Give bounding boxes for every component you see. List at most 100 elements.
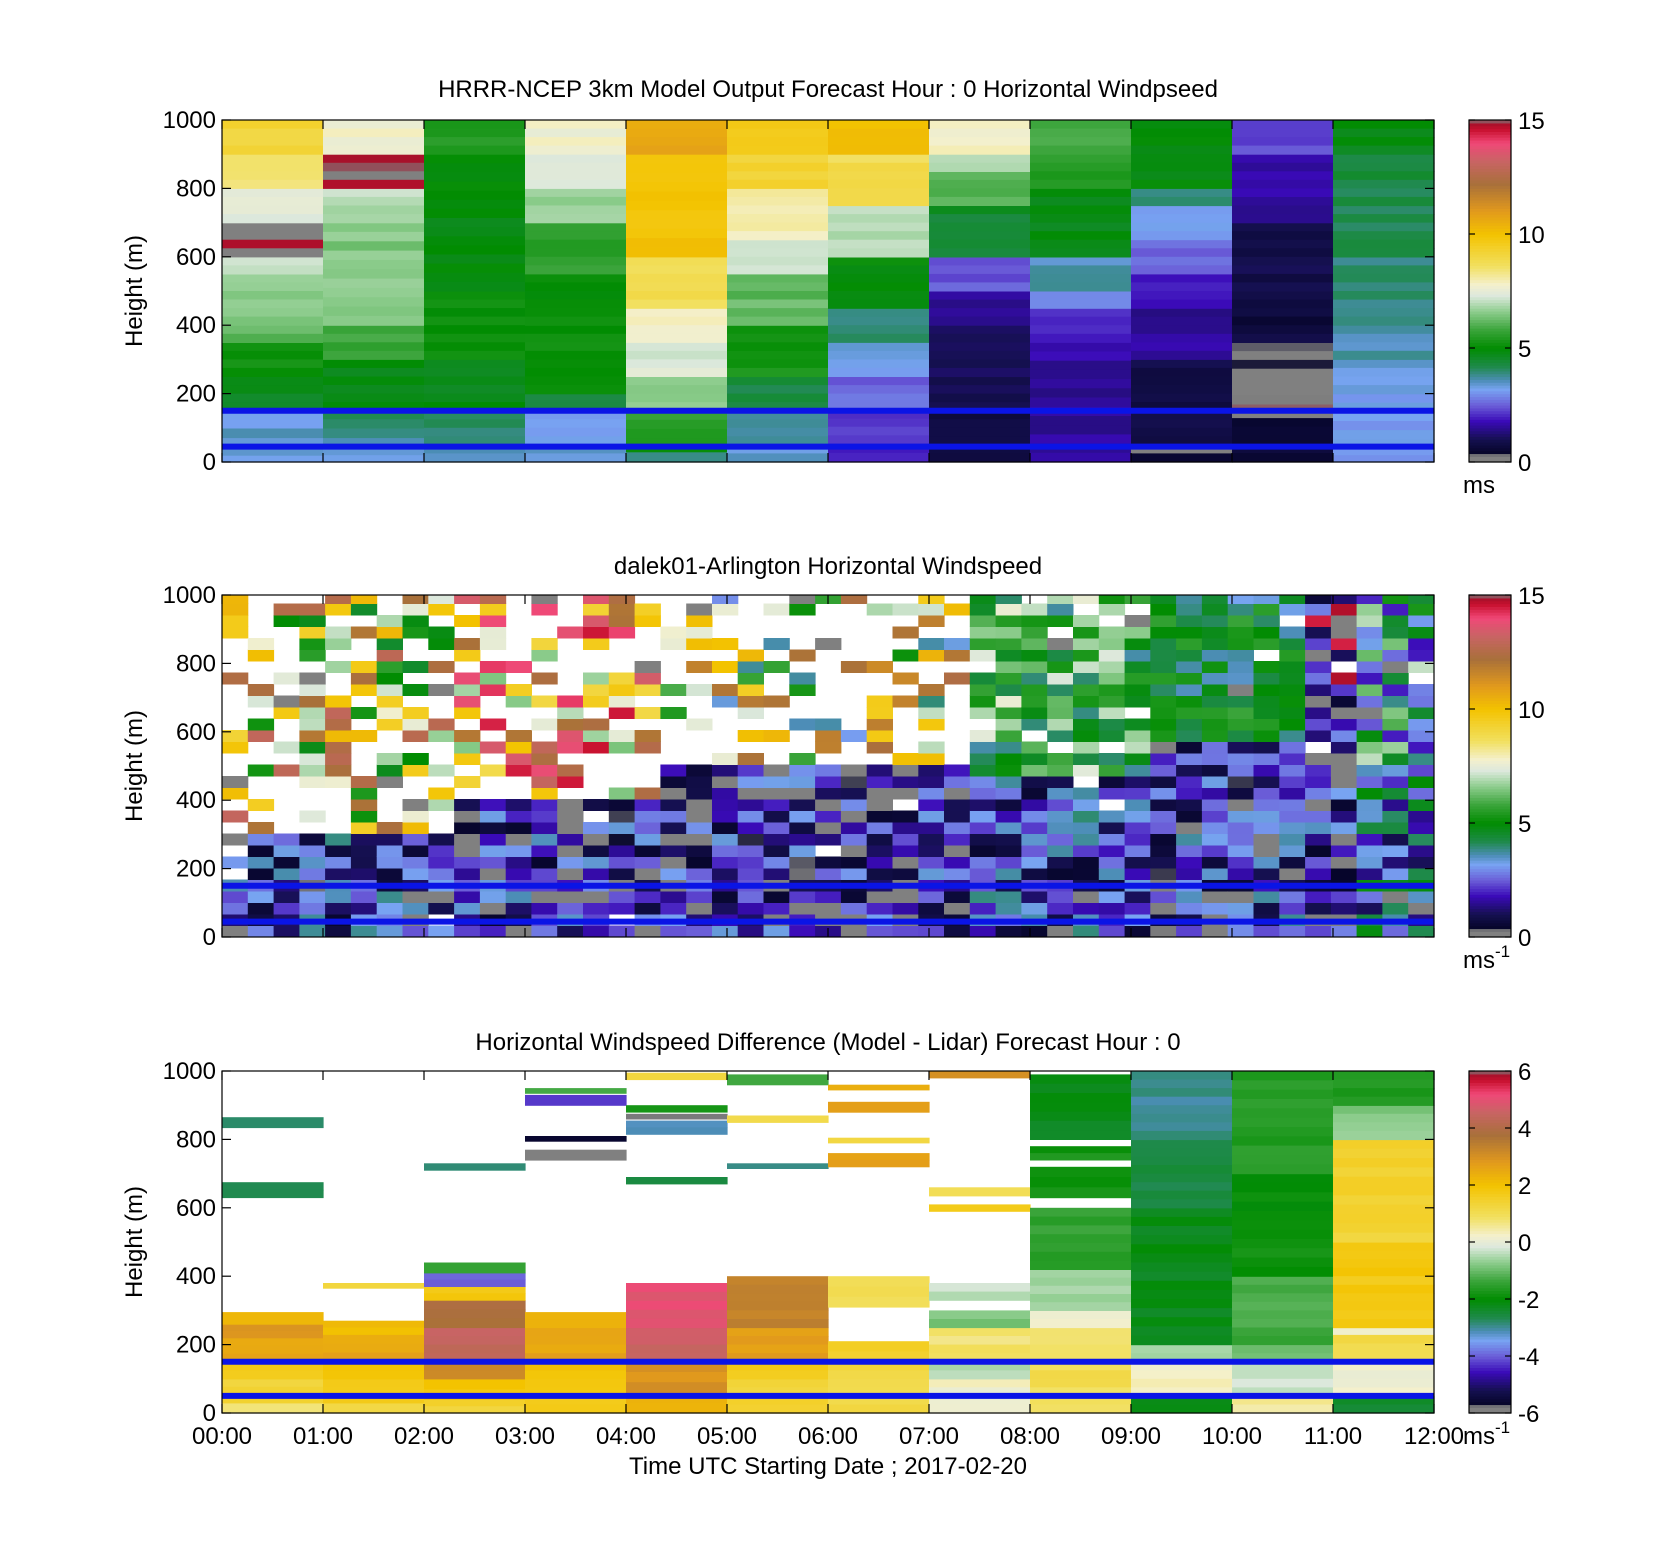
heatmap-cell (1232, 1117, 1334, 1128)
heatmap-cell (712, 661, 739, 673)
colorbar-segment (1469, 634, 1511, 639)
heatmap-cell (1124, 695, 1151, 708)
heatmap-cell (929, 1187, 1031, 1197)
heatmap-cell (969, 741, 997, 754)
heatmap-cell (840, 776, 868, 788)
colorbar-segment (1469, 1398, 1511, 1403)
heatmap-cell (1356, 845, 1383, 857)
heatmap-cell (1279, 603, 1306, 616)
colorbar-segment (1469, 1284, 1511, 1289)
heatmap-cell (1201, 753, 1229, 765)
heatmap-cell (222, 925, 249, 938)
heatmap-cell (1098, 925, 1126, 938)
heatmap-cell (1333, 350, 1435, 360)
heatmap-cell (299, 753, 326, 765)
heatmap-cell (918, 810, 945, 823)
heatmap-cell (557, 856, 584, 869)
heatmap-cell (1131, 1253, 1233, 1264)
heatmap-cell (428, 902, 455, 915)
heatmap-cell (828, 1370, 930, 1380)
heatmap-cell (1232, 1108, 1334, 1119)
heatmap-cell (1131, 154, 1233, 164)
heatmap-cell (1356, 776, 1383, 788)
heatmap-cell (1253, 741, 1280, 754)
heatmap-cell (350, 787, 378, 800)
heatmap-cell (454, 649, 481, 662)
heatmap-cell (929, 179, 1031, 189)
heatmap-cell (1253, 661, 1280, 673)
heatmap-cell (626, 1402, 728, 1414)
colorbar-segment (1469, 1247, 1511, 1252)
heatmap-cell (1279, 707, 1306, 719)
colorbar-segment (1469, 1219, 1511, 1223)
heatmap-cell (1227, 810, 1254, 823)
heatmap-cell (323, 1361, 425, 1371)
heatmap-cell (323, 231, 425, 242)
heatmap-cell (424, 254, 526, 265)
heatmap-cell (428, 925, 455, 938)
heatmap-cell (969, 707, 997, 719)
heatmap-cell (815, 868, 842, 880)
heatmap-cell (323, 1394, 425, 1404)
heatmap-cell (1201, 718, 1229, 731)
heatmap-cell (1201, 868, 1229, 880)
colorbar-segment (1469, 185, 1511, 189)
heatmap-cell (1073, 649, 1100, 662)
heatmap-cell (1124, 845, 1151, 857)
heatmap-cell (1030, 256, 1132, 266)
heatmap-cell (1098, 764, 1126, 777)
heatmap-cell (1150, 764, 1177, 777)
heatmap-cell (1382, 753, 1409, 765)
colorbar-segment (1469, 600, 1511, 605)
y-tick-label: 0 (203, 449, 216, 476)
colorbar-segment (1469, 122, 1511, 127)
heatmap-cell (1098, 638, 1126, 650)
heatmap-cell (1150, 638, 1177, 650)
heatmap-cell (1030, 222, 1132, 232)
heatmap-cell (424, 145, 526, 155)
colorbar-segment (1469, 595, 1511, 599)
heatmap-cell (828, 325, 930, 335)
heatmap-cell (727, 1276, 829, 1286)
heatmap-cell (531, 833, 558, 846)
colorbar-segment (1469, 1338, 1511, 1343)
colorbar-segment (1469, 620, 1511, 625)
colorbar-segment (1469, 234, 1511, 238)
heatmap-cell (1333, 1214, 1435, 1224)
heatmap-cell (1232, 351, 1334, 361)
heatmap-cell (402, 868, 429, 880)
colorbar-segment (1469, 777, 1511, 781)
heatmap-cell (1073, 822, 1100, 834)
colorbar-segment (1469, 626, 1511, 630)
heatmap-cell (531, 741, 558, 754)
heatmap-cell (1232, 1164, 1334, 1175)
heatmap-cell (686, 787, 713, 800)
heatmap-cell (1333, 1361, 1435, 1371)
colorbar-segment (1469, 1153, 1511, 1158)
heatmap-cell (1201, 856, 1229, 869)
heatmap-cell (840, 595, 868, 604)
colorbar-segment (1469, 1313, 1511, 1317)
heatmap-cell (222, 188, 324, 198)
heatmap-cell (1232, 403, 1334, 412)
heatmap-cell (1030, 171, 1132, 181)
colorbar-segment (1469, 632, 1511, 636)
heatmap-cell (325, 764, 352, 777)
heatmap-cell (424, 359, 526, 369)
heatmap-cell (727, 1378, 829, 1388)
heatmap-cell (1073, 615, 1100, 627)
heatmap-cell (1131, 120, 1233, 130)
colorbar-segment (1469, 239, 1511, 244)
heatmap-cell (222, 196, 324, 207)
heatmap-cell (479, 833, 507, 846)
heatmap-cell (686, 902, 713, 915)
heatmap-cell (1232, 282, 1334, 292)
colorbar-segment (1469, 894, 1511, 898)
colorbar-segment (1469, 649, 1511, 653)
heatmap-cell (479, 902, 507, 915)
heatmap-cell (325, 891, 352, 903)
heatmap-cell (1201, 615, 1229, 627)
heatmap-cell (866, 776, 893, 788)
colorbar-segment (1469, 268, 1511, 272)
heatmap-cell (1176, 833, 1203, 846)
